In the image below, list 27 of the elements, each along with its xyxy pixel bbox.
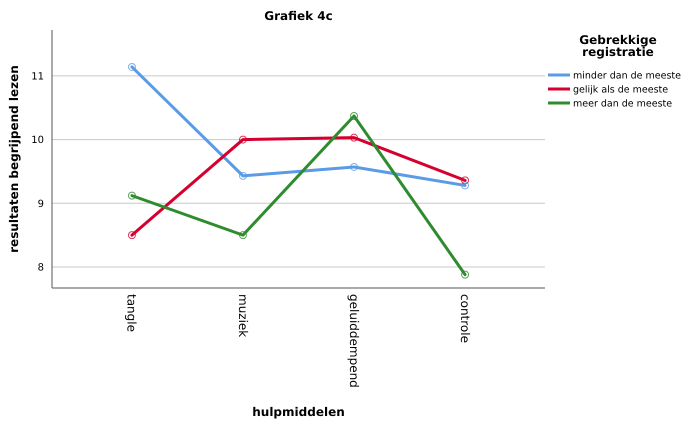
point — [238, 136, 247, 144]
y-tick-label: 11 — [31, 71, 44, 82]
legend-title: Gebrekkige registratie — [579, 33, 657, 59]
y-axis-title: resultaten begrijpend lezen — [7, 65, 21, 253]
y-tick-label: 10 — [31, 135, 44, 146]
chart-title: Grafiek 4c — [264, 9, 333, 23]
point — [461, 176, 470, 184]
x-tick-label: muziek — [236, 294, 250, 338]
point — [128, 192, 136, 200]
x-tick-label: controle — [458, 294, 472, 343]
x-tick-label: geluiddempend — [346, 294, 361, 388]
legend-label: gelijk als de meeste — [573, 84, 668, 96]
point — [350, 112, 358, 120]
x-axis-title: hulpmiddelen — [252, 405, 345, 419]
point — [461, 181, 470, 190]
point — [238, 231, 247, 240]
y-tick-label: 9 — [38, 198, 44, 210]
legend-label: meer dan de meeste — [573, 98, 672, 110]
point — [350, 162, 358, 171]
point — [128, 231, 136, 240]
y-tick-label: 8 — [38, 262, 44, 274]
point — [461, 270, 470, 279]
legend-label: minder dan de meeste — [573, 70, 682, 82]
point — [350, 134, 358, 142]
point — [238, 172, 247, 180]
point — [128, 62, 136, 71]
x-tick-label: tangle — [124, 294, 139, 332]
